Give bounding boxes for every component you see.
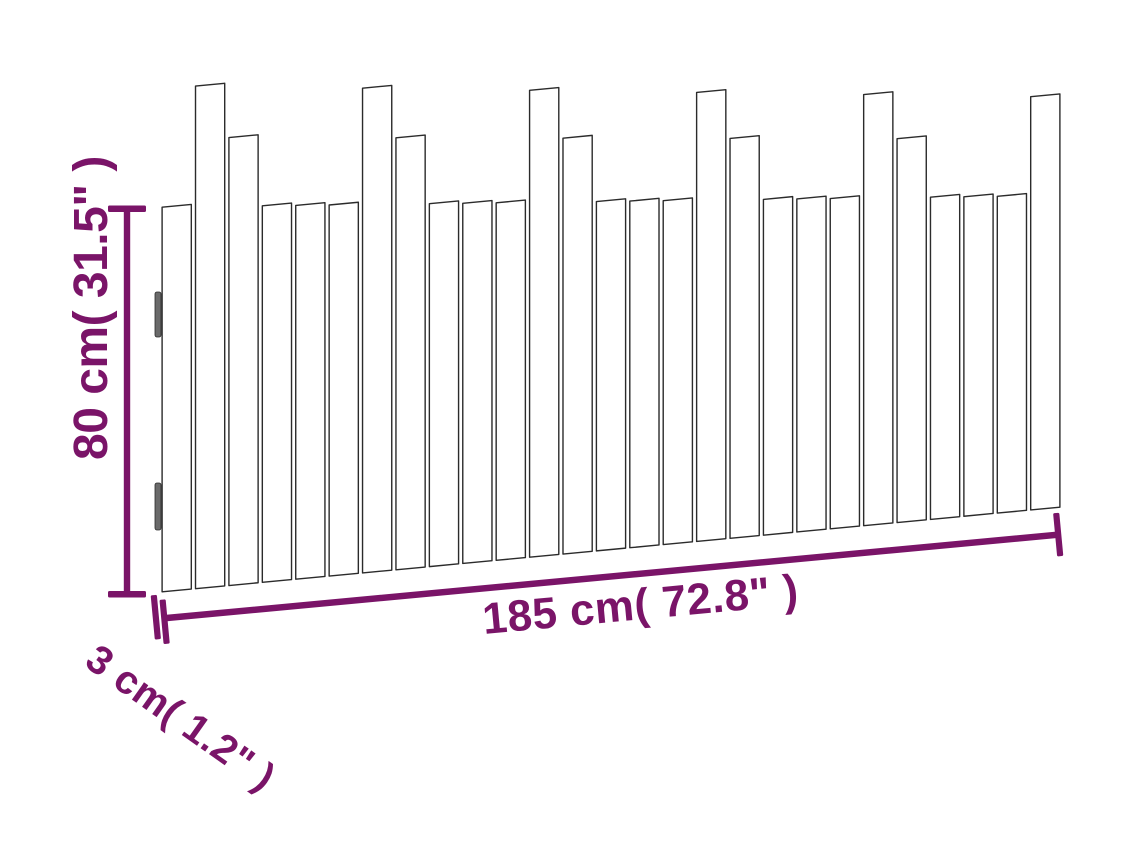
svg-text:80 cm( 31.5" ): 80 cm( 31.5" ) <box>65 156 118 460</box>
